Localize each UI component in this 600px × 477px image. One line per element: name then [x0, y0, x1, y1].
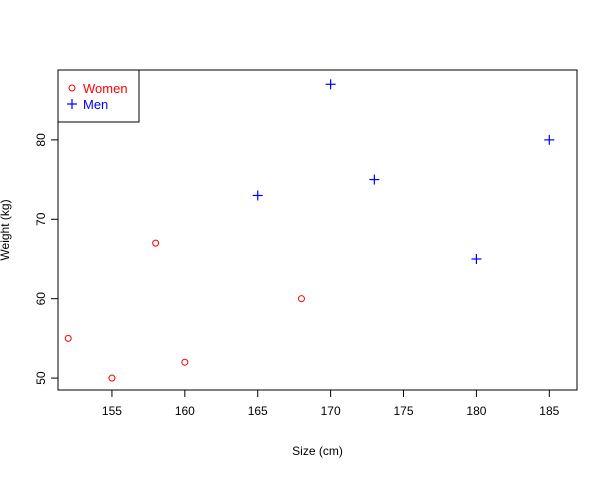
y-tick-label: 70 [34, 212, 48, 226]
legend-box [57, 69, 140, 123]
y-tick-label: 80 [34, 133, 48, 147]
y-axis-title: Weight (kg) [0, 199, 12, 260]
x-tick-label: 160 [175, 404, 195, 418]
legend-marker-women [68, 84, 76, 92]
men-point [252, 190, 263, 201]
women-point [64, 334, 72, 342]
plot-area [57, 69, 578, 391]
x-tick-label: 155 [102, 404, 122, 418]
y-tick-label: 60 [34, 292, 48, 306]
y-tick-label: 50 [34, 371, 48, 385]
women-point [152, 239, 160, 247]
data-points [64, 79, 555, 382]
men-point [471, 253, 482, 264]
women-point [108, 374, 116, 382]
legend-label-women: Women [83, 81, 128, 96]
x-tick-label: 180 [466, 404, 486, 418]
men-point [325, 79, 336, 90]
x-tick-label: 175 [393, 404, 413, 418]
women-point [181, 358, 189, 366]
x-axis-title: Size (cm) [292, 444, 343, 458]
x-tick-label: 170 [321, 404, 341, 418]
legend-label-men: Men [83, 97, 108, 112]
x-tick-label: 165 [248, 404, 268, 418]
women-point [297, 295, 305, 303]
men-point [369, 174, 380, 185]
men-point [544, 134, 555, 145]
axis-ticks: 155 160 165 170 175 180 185 50 60 70 80 [34, 133, 559, 418]
legend-marker-men [67, 99, 77, 109]
x-tick-label: 185 [539, 404, 559, 418]
